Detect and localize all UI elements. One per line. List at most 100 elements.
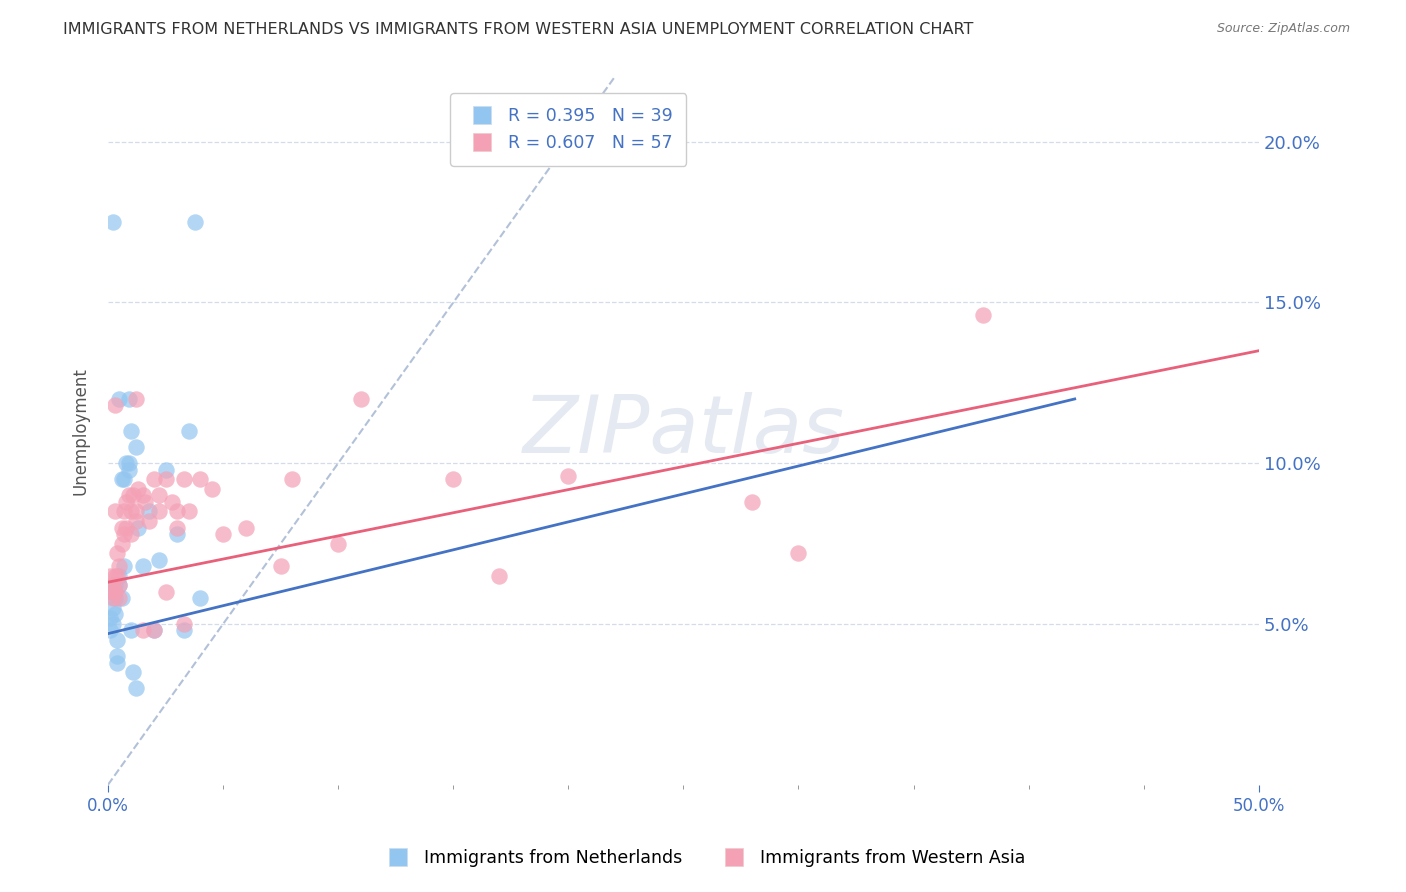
Point [104, 585, 127, 599]
Point [111, 591, 134, 606]
Point [101, 585, 124, 599]
Point [138, 504, 160, 518]
Y-axis label: Unemployment: Unemployment [72, 368, 89, 495]
Point [104, 607, 127, 622]
Point [122, 665, 145, 680]
Point [235, 520, 257, 534]
Point [108, 591, 131, 606]
Point [108, 568, 131, 582]
Point [131, 559, 153, 574]
Point [557, 469, 579, 483]
Point [188, 591, 211, 606]
Point [104, 568, 127, 582]
Point [328, 536, 350, 550]
Point [98, 610, 121, 624]
Point [120, 424, 142, 438]
Point [120, 624, 142, 638]
Point [155, 585, 177, 599]
Point [108, 578, 131, 592]
Point [124, 514, 146, 528]
Point [173, 617, 195, 632]
Point [115, 495, 138, 509]
Point [115, 520, 138, 534]
Point [173, 624, 195, 638]
Point [972, 309, 994, 323]
Point [112, 472, 135, 486]
Point [177, 424, 200, 438]
Legend: Immigrants from Netherlands, Immigrants from Western Asia: Immigrants from Netherlands, Immigrants … [374, 843, 1032, 874]
Point [105, 546, 128, 560]
Point [148, 488, 170, 502]
Point [104, 578, 127, 592]
Point [118, 392, 141, 406]
Point [98, 568, 121, 582]
Point [120, 504, 142, 518]
Point [177, 504, 200, 518]
Point [111, 520, 134, 534]
Point [111, 472, 134, 486]
Point [143, 624, 166, 638]
Point [115, 456, 138, 470]
Point [155, 472, 177, 486]
Point [101, 578, 124, 592]
Point [212, 527, 235, 541]
Point [118, 456, 141, 470]
Point [118, 488, 141, 502]
Point [131, 488, 153, 502]
Point [166, 527, 188, 541]
Point [270, 559, 292, 574]
Legend: R = 0.395   N = 39, R = 0.607   N = 57: R = 0.395 N = 39, R = 0.607 N = 57 [450, 93, 686, 166]
Point [105, 649, 128, 664]
Point [281, 472, 304, 486]
Point [104, 591, 127, 606]
Point [124, 504, 146, 518]
Point [143, 624, 166, 638]
Point [111, 536, 134, 550]
Point [188, 472, 211, 486]
Point [127, 520, 149, 534]
Point [101, 617, 124, 632]
Point [143, 472, 166, 486]
Point [101, 215, 124, 229]
Point [131, 624, 153, 638]
Point [120, 527, 142, 541]
Point [787, 546, 810, 560]
Point [184, 215, 207, 229]
Point [108, 559, 131, 574]
Point [124, 440, 146, 454]
Text: ZIPatlas: ZIPatlas [523, 392, 845, 470]
Point [441, 472, 464, 486]
Point [488, 568, 510, 582]
Point [112, 527, 135, 541]
Point [162, 495, 184, 509]
Text: IMMIGRANTS FROM NETHERLANDS VS IMMIGRANTS FROM WESTERN ASIA UNEMPLOYMENT CORRELA: IMMIGRANTS FROM NETHERLANDS VS IMMIGRANT… [63, 22, 973, 37]
Point [350, 392, 373, 406]
Point [148, 504, 170, 518]
Text: Source: ZipAtlas.com: Source: ZipAtlas.com [1216, 22, 1350, 36]
Point [166, 520, 188, 534]
Point [104, 504, 127, 518]
Point [741, 495, 763, 509]
Point [98, 585, 121, 599]
Point [148, 552, 170, 566]
Point [108, 578, 131, 592]
Point [124, 392, 146, 406]
Point [127, 482, 149, 496]
Point [105, 633, 128, 648]
Point [112, 559, 135, 574]
Point [122, 488, 145, 502]
Point [173, 472, 195, 486]
Point [108, 392, 131, 406]
Point [138, 514, 160, 528]
Point [118, 463, 141, 477]
Point [101, 601, 124, 615]
Point [200, 482, 222, 496]
Point [155, 463, 177, 477]
Point [166, 504, 188, 518]
Point [134, 495, 156, 509]
Point [104, 398, 127, 412]
Point [101, 591, 124, 606]
Point [105, 656, 128, 670]
Point [112, 504, 135, 518]
Point [105, 568, 128, 582]
